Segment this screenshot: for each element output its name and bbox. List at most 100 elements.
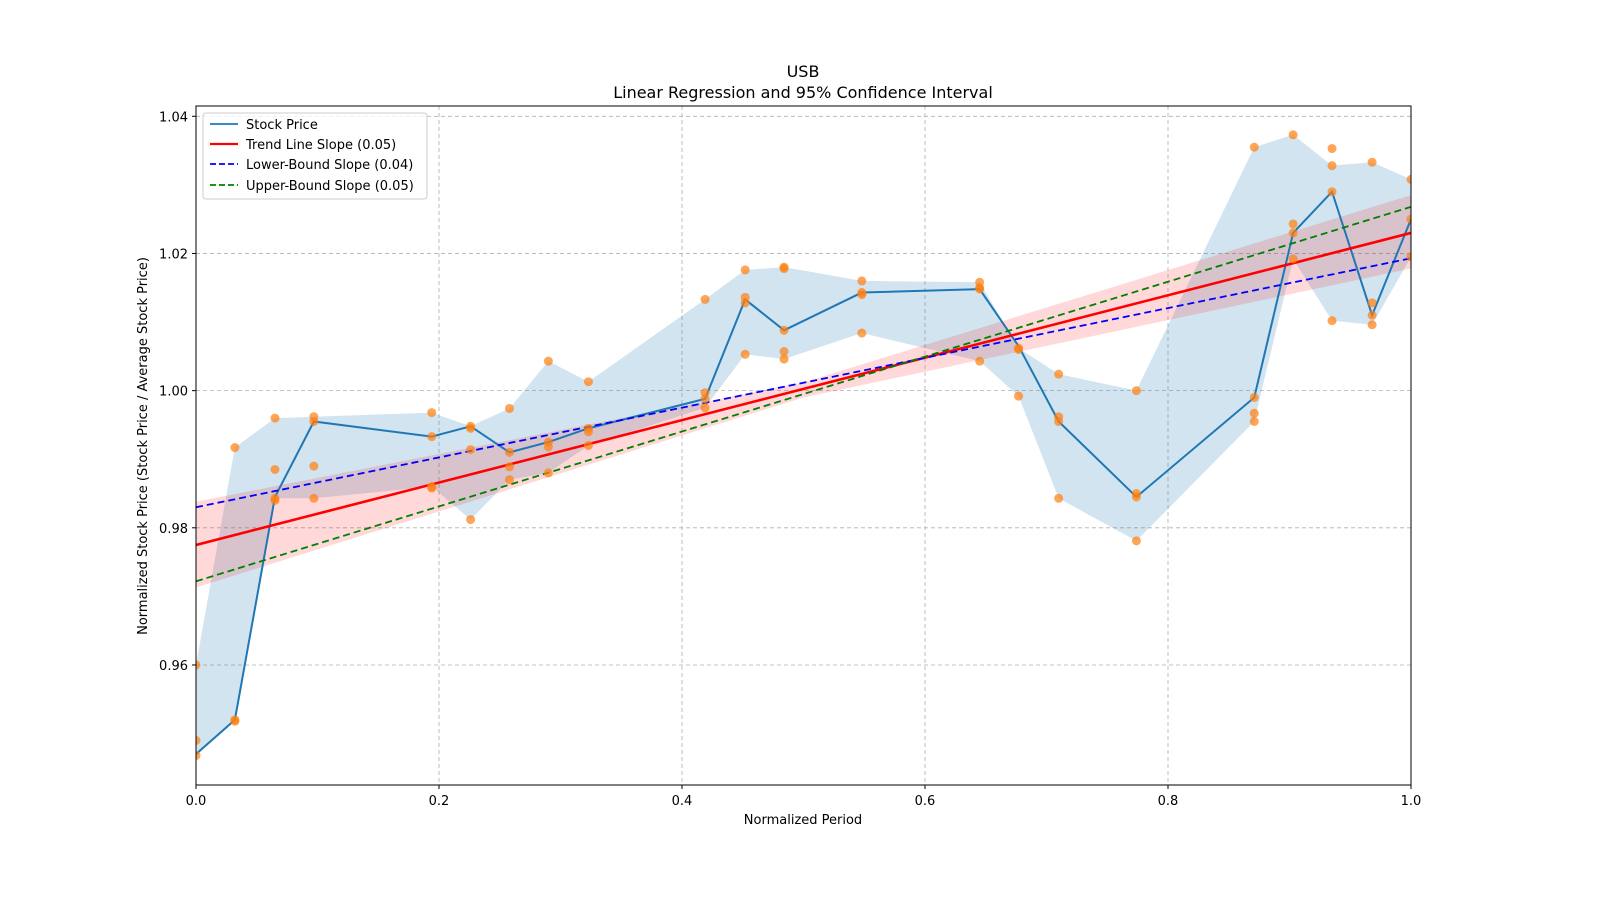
scatter-point — [1131, 386, 1141, 396]
price-range-band — [196, 134, 1411, 756]
scatter-point — [779, 325, 789, 335]
legend-item-stock-price: Stock Price — [210, 118, 318, 133]
legend: Stock Price Trend Line Slope (0.05) Lowe… — [202, 112, 428, 200]
scatter-point — [543, 442, 553, 452]
x-tick-label: 0.8 — [1158, 794, 1179, 809]
scatter-point — [779, 354, 789, 364]
plot-frame — [195, 105, 1412, 786]
scatter-point — [543, 468, 553, 478]
legend-item-trend-line: Trend Line Slope (0.05) — [210, 138, 396, 153]
scatter-point — [583, 427, 593, 437]
y-tick-label: 1.02 — [159, 247, 188, 262]
scatter-point — [975, 356, 985, 366]
scatter-point — [196, 751, 201, 761]
x-tick-label: 1.0 — [1401, 794, 1422, 809]
scatter-point — [504, 403, 514, 413]
legend-item-upper-bound: Upper-Bound Slope (0.05) — [210, 179, 414, 194]
scatter-point — [1288, 228, 1298, 238]
scatter-point — [1014, 344, 1024, 354]
scatter-point — [543, 356, 553, 366]
scatter-point — [1406, 214, 1411, 224]
y-axis-label: Normalized Stock Price (Stock Price / Av… — [136, 257, 151, 635]
scatter-point — [857, 290, 867, 300]
scatter-point — [270, 465, 280, 475]
scatter-point — [466, 423, 476, 433]
y-tick-label: 0.96 — [159, 659, 188, 674]
scatter-point — [1367, 310, 1377, 320]
y-tick-label: 1.00 — [159, 385, 188, 400]
scatter-point — [309, 493, 319, 503]
scatter-point — [309, 461, 319, 471]
scatter-point — [196, 735, 201, 745]
scatter-point — [583, 441, 593, 450]
scatter-point — [1249, 416, 1259, 426]
legend-label-trend-line: Trend Line Slope (0.05) — [245, 138, 396, 153]
chart-subtitle: Linear Regression and 95% Confidence Int… — [613, 83, 993, 102]
scatter-point — [504, 475, 514, 485]
confidence-band — [196, 195, 1411, 588]
scatter-point — [1288, 219, 1298, 229]
scatter-point — [196, 660, 201, 670]
scatter-point — [270, 495, 280, 505]
stock-price-line — [196, 189, 1411, 755]
scatter-point — [466, 515, 476, 525]
scatter-point — [700, 294, 710, 304]
scatter-point — [583, 377, 593, 387]
scatter-point — [466, 445, 476, 455]
scatter-point — [1367, 298, 1377, 308]
scatter-point — [1367, 157, 1377, 167]
x-tick-label: 0.6 — [915, 794, 936, 809]
scatter-points — [196, 130, 1411, 761]
scatter-point — [700, 403, 710, 413]
x-axis-ticks: 0.0 0.2 0.4 0.6 0.8 1.0 — [186, 785, 1422, 809]
y-tick-label: 1.04 — [159, 110, 188, 125]
scatter-point — [1249, 392, 1259, 402]
scatter-point — [740, 349, 750, 359]
y-axis-ticks: 0.96 0.98 1.00 1.02 1.04 — [159, 110, 196, 674]
legend-item-lower-bound: Lower-Bound Slope (0.04) — [210, 158, 413, 173]
scatter-point — [1327, 187, 1337, 197]
scatter-point — [504, 462, 514, 472]
upper-bound-line — [196, 205, 1411, 583]
scatter-point — [1288, 254, 1298, 264]
scatter-point — [1406, 174, 1411, 184]
scatter-point — [700, 388, 710, 398]
scatter-point — [1406, 252, 1411, 262]
chart-title: USB — [787, 62, 820, 81]
scatter-point — [1327, 161, 1337, 171]
lower-bound-line — [196, 257, 1411, 509]
x-axis-label: Normalized Period — [744, 813, 862, 828]
scatter-point — [1054, 369, 1064, 379]
legend-label-stock-price: Stock Price — [246, 118, 318, 133]
scatter-point — [504, 447, 514, 457]
lines — [196, 189, 1411, 755]
bands — [196, 134, 1411, 756]
legend-box — [202, 112, 428, 200]
scatter-point — [1327, 144, 1337, 154]
scatter-point — [857, 328, 867, 338]
scatter-point — [270, 413, 280, 423]
y-tick-label: 0.98 — [159, 522, 188, 537]
scatter-point — [427, 408, 437, 418]
scatter-point — [975, 284, 985, 294]
scatter-point — [230, 443, 240, 453]
scatter-point — [1249, 142, 1259, 152]
scatter-point — [427, 432, 437, 442]
scatter-point — [700, 394, 710, 404]
trend-line — [196, 231, 1411, 547]
scatter-point — [779, 264, 789, 274]
scatter-point — [230, 716, 240, 726]
scatter-point — [1054, 416, 1064, 426]
x-tick-label: 0.4 — [672, 794, 693, 809]
scatter-point — [427, 483, 437, 493]
legend-label-upper-bound: Upper-Bound Slope (0.05) — [246, 179, 414, 194]
scatter-point — [779, 347, 789, 357]
scatter-point — [1054, 493, 1064, 503]
scatter-point — [740, 298, 750, 308]
scatter-point — [1014, 391, 1024, 401]
scatter-point — [857, 276, 867, 286]
scatter-point — [309, 416, 319, 426]
scatter-point — [740, 265, 750, 275]
legend-label-lower-bound: Lower-Bound Slope (0.04) — [246, 158, 413, 173]
